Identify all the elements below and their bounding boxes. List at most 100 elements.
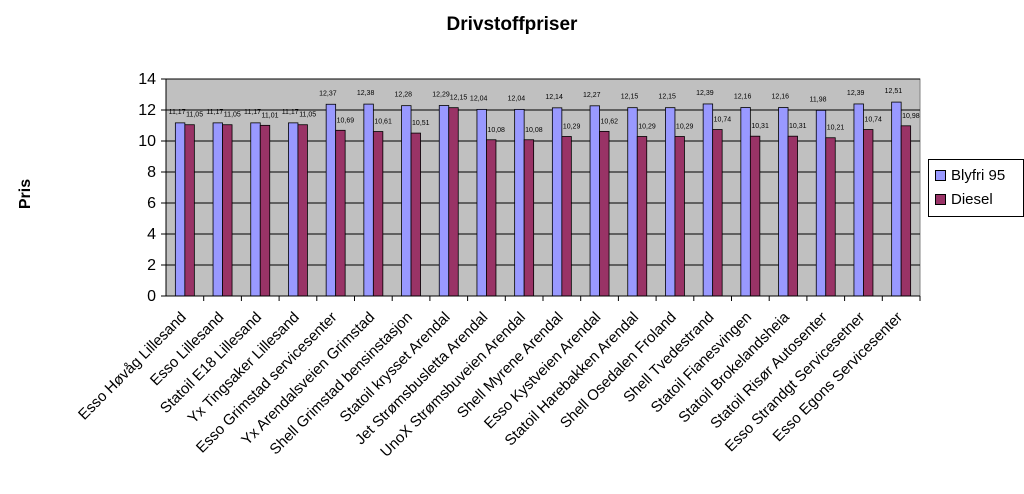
bar-blyfri-95 [815,109,827,297]
data-label: 10,21 [827,125,845,132]
data-label: 10,98 [902,113,920,120]
bar-blyfri-95 [778,107,789,297]
data-label: 12,51 [885,88,903,95]
y-tick-label: 8 [147,164,156,181]
y-tick-label: 2 [147,257,156,274]
data-label: 12,04 [470,95,488,102]
bar-blyfri-95 [476,108,487,297]
bar-blyfri-95 [363,103,374,297]
bar-blyfri-95 [665,107,676,297]
bar-diesel [372,131,384,297]
y-tick-label: 6 [147,195,156,212]
bar-diesel [259,124,271,297]
chart-title: Drivstoffpriser [446,14,578,35]
data-label: 12,14 [545,94,563,101]
legend: Blyfri 95 Diesel [928,159,1024,217]
plot-background [165,78,921,297]
data-label: 12,39 [696,90,714,97]
bar-diesel [712,129,723,297]
legend-swatch-blyfri [935,169,946,181]
data-label: 10,29 [638,124,656,131]
y-tick-label: 0 [147,288,156,305]
bar-blyfri-95 [702,103,714,297]
data-label: 11,17 [169,109,186,116]
bar-diesel [448,107,459,297]
bar-diesel [599,130,610,297]
bar-blyfri-95 [438,105,450,297]
data-label: 12,29 [432,92,450,99]
data-label: 12,37 [319,90,337,97]
bar-blyfri-95 [288,122,299,297]
bar-blyfri-95 [551,107,563,297]
bar-blyfri-95 [174,122,186,297]
bar-blyfri-95 [891,101,902,297]
data-label: 10,69 [337,117,355,124]
data-label: 11,05 [186,112,203,119]
bar-diesel [486,139,497,297]
data-label: 10,08 [487,127,505,134]
bar-diesel [636,136,648,297]
bar-diesel [523,139,535,297]
data-label: 11,05 [299,112,316,119]
data-label: 10,62 [601,118,619,125]
data-label: 10,08 [525,127,543,134]
bar-blyfri-95 [589,105,600,297]
bar-diesel [297,124,308,297]
data-label: 11,98 [810,96,827,103]
bar-diesel [900,125,912,297]
data-label: 10,51 [412,120,430,127]
bar-diesel [787,135,798,297]
bar-diesel [222,124,233,297]
y-tick-labels: 0 2 4 6 8 10 12 14 [138,71,156,305]
legend-label-blyfri: Blyfri 95 [951,167,1006,184]
y-tick-label: 10 [138,133,156,150]
data-label: 12,38 [357,90,375,97]
data-label: 11,17 [244,109,261,116]
bar-diesel [674,136,685,297]
data-label: 12,39 [847,90,865,97]
data-label: 12,04 [508,95,526,102]
data-label: 10,29 [563,124,581,131]
data-label: 11,01 [262,112,279,119]
data-label: 11,05 [224,112,241,119]
data-label: 10,31 [789,123,807,130]
bar-blyfri-95 [401,105,412,297]
data-label: 12,27 [583,92,601,99]
data-label: 12,15 [450,95,468,102]
y-tick-label: 4 [147,226,156,243]
data-label: 12,16 [772,94,790,101]
legend-swatch-diesel [935,193,946,205]
bar-blyfri-95 [325,103,337,297]
legend-item-diesel: Diesel [935,191,993,209]
bar-diesel [863,129,874,297]
bar-diesel [749,135,761,297]
data-label: 10,74 [864,117,882,124]
bar-diesel [410,132,421,297]
data-label: 10,61 [374,119,392,126]
legend-label-diesel: Diesel [951,191,993,208]
bar-diesel [335,129,346,297]
y-tick-label: 14 [138,71,156,88]
data-label: 11,17 [282,109,299,116]
data-label: 12,15 [621,94,639,101]
bar-blyfri-95 [212,122,223,297]
legend-item-blyfri: Blyfri 95 [935,167,1005,185]
data-label: 10,74 [714,117,732,124]
data-label: 12,28 [395,92,413,99]
bar-blyfri-95 [740,107,751,297]
data-label: 12,15 [658,94,676,101]
bar-blyfri-95 [627,107,638,297]
bar-diesel [561,136,572,297]
bar-diesel [825,137,836,297]
bar-blyfri-95 [250,122,261,297]
bar-blyfri-95 [514,108,525,297]
axes [161,78,921,301]
data-label: 10,31 [751,123,769,130]
data-label: 10,29 [676,124,694,131]
data-label: 11,17 [206,109,223,116]
bar-diesel [184,124,195,297]
data-labels: 11,17 11,05 11,17 11,05 11,17 11,01 11,17 11,05… [169,88,920,134]
plot-area [165,78,921,297]
